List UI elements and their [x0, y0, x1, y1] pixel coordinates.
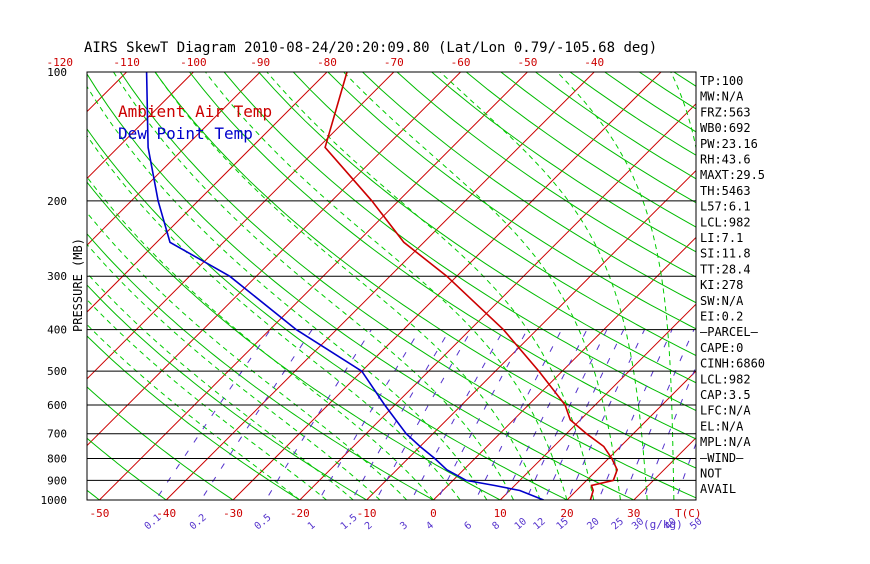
index-item: CAPE:0 — [700, 341, 743, 355]
mixing-ratio-line — [195, 330, 312, 509]
top-temperature-tick-label: -70 — [384, 56, 404, 69]
index-item: TH:5463 — [700, 184, 751, 198]
index-item: —PARCEL— — [700, 325, 759, 339]
mixing-ratio-tick-label: 6 — [462, 520, 474, 532]
top-temperature-tick-label: -110 — [113, 56, 140, 69]
isotherm-line — [300, 72, 728, 500]
top-temperature-tick-label: -40 — [584, 56, 604, 69]
index-item: TT:28.4 — [700, 262, 751, 276]
index-item: LFC:N/A — [700, 404, 751, 418]
mixing-ratio-line — [407, 330, 504, 509]
dry-adiabat-line — [259, 72, 870, 509]
dry-adiabat-line — [224, 72, 870, 509]
index-item: —WIND— — [700, 451, 744, 465]
dry-adiabat-line — [363, 72, 870, 509]
chart-title: AIRS SkewT Diagram 2010-08-24/20:20:09.8… — [84, 40, 657, 56]
pressure-tick-label: 1000 — [41, 494, 68, 507]
index-item: SI:11.8 — [700, 247, 751, 261]
pressure-tick-label: 400 — [47, 324, 67, 337]
mixing-ratio-tick-label: 25 — [610, 516, 626, 532]
bottom-temperature-tick-label: 10 — [494, 507, 507, 520]
pressure-tick-label: 300 — [47, 270, 67, 283]
dry-adiabat-line — [0, 72, 44, 509]
pressure-tick-label: 900 — [47, 474, 67, 487]
bottom-temperature-tick-label: -50 — [89, 507, 109, 520]
moist-adiabat-line — [557, 72, 674, 500]
index-item: L57:6.1 — [700, 200, 751, 214]
mixing-ratio-tick-label: 2 — [363, 520, 375, 532]
index-item: CAP:3.5 — [700, 388, 751, 402]
mixing-ratio-tick-label: 4 — [424, 520, 436, 532]
mixing-ratio-line — [522, 330, 607, 509]
index-item: SW:N/A — [700, 294, 744, 308]
top-temperature-tick-label: -80 — [317, 56, 337, 69]
pressure-tick-label: 700 — [47, 428, 67, 441]
index-item: LI:7.1 — [700, 231, 743, 245]
dry-adiabat-line — [466, 72, 870, 509]
mixing-ratio-line — [347, 330, 450, 509]
mixing-ratio-tick-label: 0.2 — [188, 512, 209, 532]
pressure-tick-label: 200 — [47, 195, 67, 208]
index-item: WB0:692 — [700, 121, 751, 135]
legend-item-dew-point-temp: Dew Point Temp — [118, 124, 253, 143]
index-item: KI:278 — [700, 278, 743, 292]
mixing-ratio-tick-label: 0.5 — [253, 512, 274, 532]
mixing-ratio-tick-label: 10 — [513, 516, 529, 532]
top-temperature-tick-label: -50 — [517, 56, 537, 69]
index-item: PW:23.16 — [700, 137, 758, 151]
bottom-temperature-tick-label: -30 — [223, 507, 243, 520]
index-item: LCL:982 — [700, 372, 751, 386]
isotherm-line — [767, 72, 870, 500]
index-item: MAXT:29.5 — [700, 168, 765, 182]
top-temperature-tick-label: -90 — [250, 56, 270, 69]
index-item: EI:0.2 — [700, 310, 743, 324]
top-temperature-axis: -120 -110 -100 -90 -80 -70 -60 -50 -40 — [47, 56, 605, 69]
index-item: MPL:N/A — [700, 435, 751, 449]
index-item: LCL:982 — [700, 215, 751, 229]
top-temperature-tick-label: -100 — [180, 56, 207, 69]
pressure-tick-label: 800 — [47, 453, 67, 466]
y-axis-label: PRESSURE (MB) — [71, 238, 85, 332]
index-item: TP:100 — [700, 74, 743, 88]
top-temperature-tick-label: -120 — [47, 56, 74, 69]
legend-item-ambient-air-temp: Ambient Air Temp — [118, 102, 272, 121]
mixing-ratio-tick-label: 1 — [306, 520, 318, 532]
index-item: NOT — [700, 467, 722, 481]
mixing-ratio-line — [541, 330, 624, 509]
bottom-temperature-tick-label: 0 — [430, 507, 437, 520]
mixing-ratio-tick-label: 12 — [531, 516, 547, 532]
dry-adiabat-line — [293, 72, 870, 509]
mixing-ratio-tick-label: 8 — [490, 520, 502, 532]
index-item: FRZ:563 — [700, 105, 751, 119]
mixing-ratio-line — [371, 330, 471, 509]
dry-adiabat-line — [432, 72, 870, 509]
index-item: AVAIL — [700, 482, 736, 496]
pressure-tick-label: 600 — [47, 399, 67, 412]
top-temperature-tick-label: -60 — [451, 56, 471, 69]
index-item: RH:43.6 — [700, 153, 751, 167]
mixing-ratio-line — [471, 330, 561, 509]
moist-adiabat-line — [344, 72, 621, 500]
bottom-temperature-tick-label: -10 — [357, 507, 377, 520]
mixing-ratio-tick-label: 3 — [398, 520, 410, 532]
mixing-ratio-line — [314, 330, 420, 509]
isotherm-line — [433, 72, 861, 500]
dry-adiabat-line — [0, 72, 111, 509]
index-item: CINH:6860 — [700, 357, 765, 371]
bottom-temperature-tick-label: -20 — [290, 507, 310, 520]
pressure-tick-label: 500 — [47, 365, 67, 378]
index-item: EL:N/A — [700, 419, 744, 433]
mixing-ratio-tick-label: 20 — [585, 516, 601, 532]
index-item: MW:N/A — [700, 90, 744, 104]
mixing-ratio-axis-label: (g/kg) — [643, 518, 683, 531]
mixing-ratio-line — [150, 330, 271, 509]
mixing-ratio-line — [499, 330, 587, 509]
dry-adiabat-line — [397, 72, 870, 509]
